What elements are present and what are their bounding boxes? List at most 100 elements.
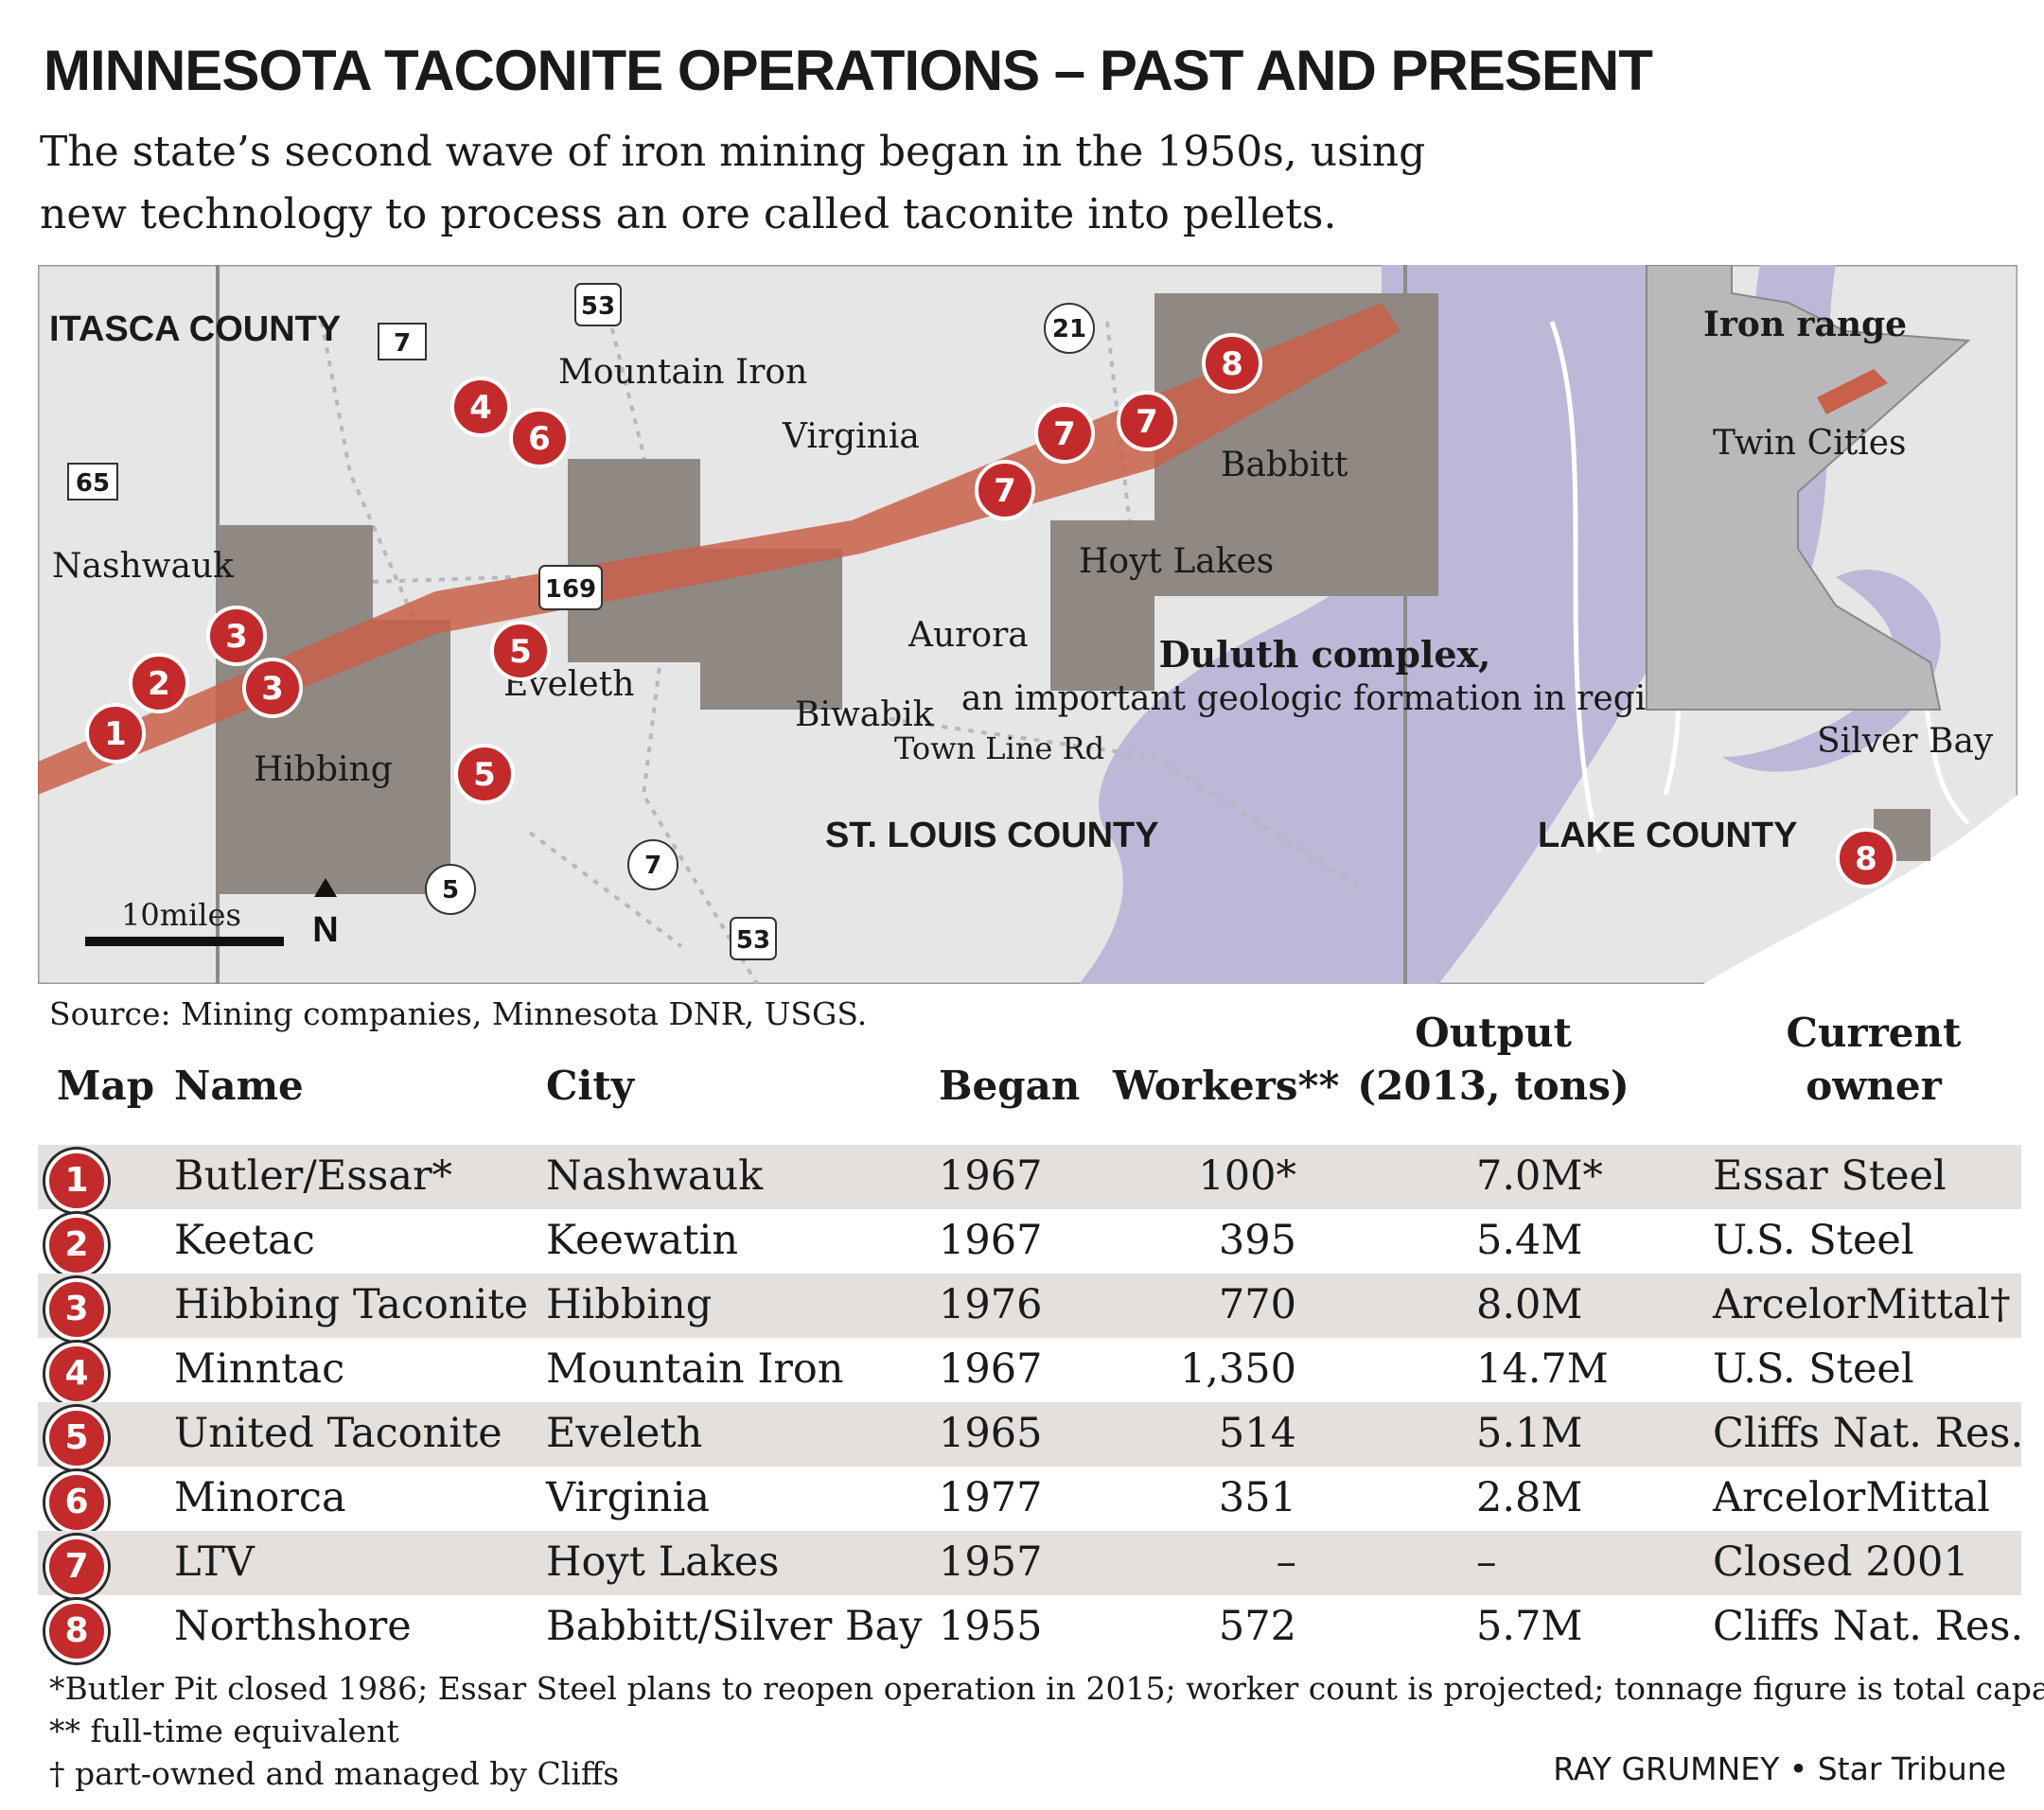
- cell-workers: 1,350: [1179, 1345, 1296, 1393]
- scale-bar: [85, 937, 284, 946]
- map-marker-circle: [129, 653, 189, 713]
- cell-name: Butler/Essar*: [174, 1152, 453, 1200]
- inset-iron-range-label: Iron range: [1703, 305, 1907, 344]
- cell-name: Minorca: [174, 1474, 346, 1521]
- road-shield-7b-bg: [627, 839, 678, 890]
- cell-began: 1976: [939, 1281, 1043, 1328]
- header-output-1: Output: [1415, 1010, 1572, 1056]
- header-name: Name: [174, 1063, 304, 1109]
- road-shield-21-bg: [1044, 303, 1095, 354]
- inset-range: [1817, 369, 1888, 414]
- city-label-silver-bay: Silver Bay: [1817, 722, 1994, 761]
- iron-range-band: [38, 303, 1401, 795]
- table-row: 3 Hibbing Taconite Hibbing 1976 770 8.0M Arcel…: [38, 1274, 2021, 1341]
- cell-name: Northshore: [174, 1603, 412, 1650]
- cell-name: Hibbing Taconite: [174, 1281, 529, 1328]
- cell-city: Hoyt Lakes: [546, 1538, 780, 1586]
- city-label-hoyt-lakes: Hoyt Lakes: [1079, 542, 1274, 581]
- duluth-complex-label: Duluth complex,: [1159, 633, 1491, 676]
- cell-began: 1967: [939, 1345, 1043, 1393]
- table-row: 4 Minntac Mountain Iron 1967 1,350 14.7M U.S. …: [38, 1338, 2021, 1405]
- page-title: MINNESOTA TACONITE OPERATIONS – PAST AND…: [44, 39, 1653, 102]
- cell-name: Keetac: [174, 1217, 315, 1264]
- map-marker: 7: [1053, 415, 1076, 453]
- map-marker-circle: [206, 606, 267, 666]
- map-marker-circle: [1034, 403, 1095, 464]
- map-marker: 7: [994, 472, 1016, 510]
- footnote-2: ** full-time equivalent: [49, 1713, 399, 1749]
- cell-city: Mountain Iron: [546, 1345, 844, 1393]
- cell-workers: –: [1276, 1538, 1297, 1586]
- city-label-hibbing: Hibbing: [254, 750, 393, 789]
- scale-label: 10miles: [121, 897, 241, 933]
- cell-output: 2.8M: [1476, 1474, 1583, 1521]
- road-shield-53: 53: [581, 292, 615, 321]
- header-city: City: [546, 1063, 635, 1109]
- cell-workers: 514: [1218, 1410, 1296, 1457]
- city-label-virginia: Virginia: [782, 417, 920, 456]
- header-owner-1: Current: [1786, 1010, 1962, 1056]
- duluth-complex-desc: an important geologic formation in regio…: [961, 679, 1688, 718]
- road-shield-53b: 53: [736, 926, 770, 955]
- footnote-1: *Butler Pit closed 1986; Essar Steel pla…: [49, 1670, 2044, 1707]
- cell-began: 1967: [939, 1217, 1043, 1264]
- footnote-3: † part-owned and managed by Cliffs: [49, 1755, 620, 1792]
- map-marker-circle: [450, 377, 511, 437]
- duluth-complex: [1079, 265, 1703, 984]
- badge: 3: [45, 1278, 108, 1341]
- map-marker-circle: [490, 621, 551, 681]
- city-label-mountain-iron: Mountain Iron: [558, 353, 807, 392]
- cell-workers: 351: [1218, 1474, 1296, 1521]
- badge: 6: [45, 1471, 108, 1534]
- road-shield-169-bg: [538, 565, 603, 610]
- cell-owner: Cliffs Nat. Res.: [1713, 1603, 2024, 1650]
- cell-workers: 100*: [1198, 1152, 1296, 1200]
- cell-name: LTV: [174, 1538, 255, 1586]
- road-shield-169: 169: [545, 575, 596, 604]
- cell-output: –: [1476, 1538, 1497, 1586]
- cell-workers: 395: [1218, 1217, 1296, 1264]
- road-shield-21: 21: [1052, 315, 1086, 343]
- map-marker: 3: [225, 618, 248, 656]
- badge: 4: [45, 1343, 108, 1405]
- map-marker-circle: [975, 460, 1035, 520]
- road-shield-5-bg: [425, 864, 476, 915]
- cell-owner: ArcelorMittal†: [1713, 1281, 2011, 1328]
- road-shield-53b-bg: [730, 917, 777, 960]
- subtitle: The state’s second wave of iron mining b…: [40, 128, 1426, 238]
- inset-twin-cities-label: Twin Cities: [1713, 424, 1907, 463]
- header-map: Map: [57, 1063, 155, 1109]
- cell-workers: 770: [1218, 1281, 1296, 1328]
- map-marker: 3: [261, 670, 284, 708]
- map-marker-circle: [1836, 828, 1896, 888]
- county-label-itasca: ITASCA COUNTY: [49, 309, 341, 349]
- cell-began: 1977: [939, 1474, 1043, 1521]
- cell-owner: Cliffs Nat. Res.: [1713, 1410, 2024, 1457]
- table-row: 2 Keetac Keewatin 1967 395 5.4M U.S. Steel: [38, 1209, 2021, 1276]
- cell-began: 1965: [939, 1410, 1043, 1457]
- cell-output: 5.4M: [1476, 1217, 1583, 1264]
- cell-city: Keewatin: [546, 1217, 739, 1264]
- badge: 2: [45, 1214, 108, 1276]
- cell-city: Nashwauk: [546, 1152, 764, 1200]
- cell-began: 1955: [939, 1603, 1043, 1650]
- table-row: 8 Northshore Babbitt/Silver Bay 1955 572 5.7M…: [38, 1595, 2024, 1662]
- road-shield-7b: 7: [644, 852, 661, 880]
- map-marker-circle: [1117, 391, 1177, 451]
- cell-city: Babbitt/Silver Bay: [546, 1603, 923, 1650]
- credit: RAY GRUMNEY • Star Tribune: [1553, 1750, 2006, 1787]
- cell-output: 14.7M: [1476, 1345, 1609, 1393]
- map-marker: 7: [1136, 403, 1158, 441]
- cell-workers: 572: [1218, 1603, 1296, 1650]
- city-label-biwabik: Biwabik: [795, 695, 935, 734]
- cell-city: Virginia: [546, 1474, 710, 1521]
- map-marker-circle: [509, 408, 570, 468]
- city-label-babbitt: Babbitt: [1221, 446, 1348, 484]
- lake-superior: [1703, 795, 2018, 984]
- road-shield-7-bg: [378, 323, 427, 360]
- city-label-nashwauk: Nashwauk: [52, 547, 235, 586]
- complex-arc: [1722, 570, 1941, 772]
- mine-area-hoyt-lakes: [1050, 520, 1154, 691]
- road-shield-65-bg: [67, 463, 118, 501]
